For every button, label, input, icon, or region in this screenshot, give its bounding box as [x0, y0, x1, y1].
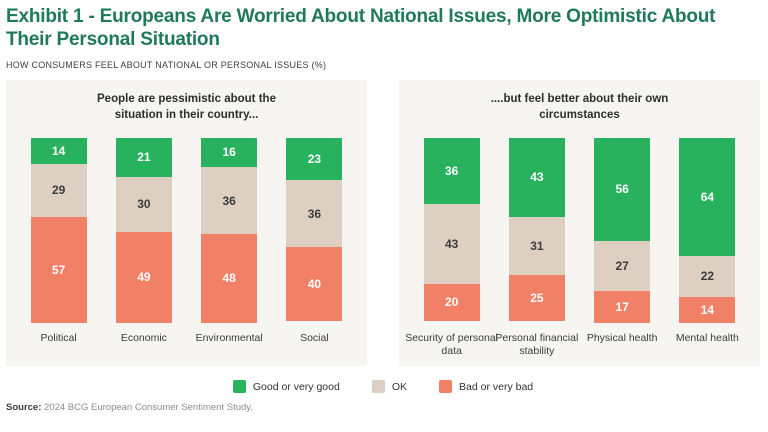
bars: 36 43 20 Security of personal data 43 31 25 Per…: [399, 137, 760, 359]
stacked-bar: 56 27 17: [594, 137, 651, 323]
stacked-bar: 64 22 14: [679, 137, 736, 323]
bar-category-label: Personal financial stability: [495, 331, 579, 358]
bar-group: 21 30 49 Economic: [104, 137, 184, 346]
stacked-bar: 36 43 20: [423, 137, 480, 323]
bar-category-label: Mental health: [675, 331, 739, 344]
legend-item: OK: [371, 380, 407, 394]
bar-segment: 30: [115, 176, 172, 233]
legend-label: OK: [391, 380, 407, 393]
bar-segment: 22: [679, 256, 736, 297]
stacked-bar: 23 36 40: [286, 137, 343, 323]
bar-category-label: Security of personal data: [405, 331, 499, 358]
bar-segment: 64: [679, 137, 736, 257]
legend-label: Bad or very bad: [459, 380, 534, 393]
bar-group: 14 29 57 Political: [19, 137, 99, 346]
bar-group: 23 36 40 Social: [274, 137, 354, 346]
legend-swatch-icon: [439, 380, 452, 394]
bar-segment: 36: [423, 137, 480, 205]
legend-label: Good or very good: [252, 380, 340, 393]
stacked-bar: 14 29 57: [30, 137, 87, 323]
bar-segment: 36: [201, 167, 258, 234]
bar-segment: 29: [30, 163, 87, 218]
chart-panels: People are pessimistic about the situati…: [6, 80, 760, 367]
bar-group: 36 43 20 Security of personal data: [405, 137, 498, 359]
bar-group: 16 36 48 Environmental: [189, 137, 269, 346]
legend-item: Good or very good: [232, 380, 340, 394]
bar-segment: 49: [115, 232, 172, 323]
bar-segment: 17: [594, 291, 651, 323]
chart-panel-national: People are pessimistic about the situati…: [6, 80, 367, 367]
bar-category-label: Social: [300, 331, 329, 344]
panel-title: ....but feel better about their own circ…: [490, 93, 669, 121]
bar-group: 56 27 17 Physical health: [582, 137, 662, 346]
bar-category-label: Political: [40, 331, 77, 344]
bar-group: 43 31 25 Personal financial stability: [495, 137, 578, 359]
bar-segment: 14: [679, 296, 736, 323]
legend: Good or very good OK Bad or very bad: [6, 380, 760, 394]
bar-segment: 25: [508, 274, 565, 321]
source-line: Source: 2024 BCG European Consumer Senti…: [6, 402, 760, 413]
panel-title: People are pessimistic about the situati…: [97, 93, 276, 121]
bar-segment: 14: [30, 137, 87, 164]
stacked-bar: 21 30 49: [115, 137, 172, 323]
bar-segment: 43: [508, 137, 565, 218]
legend-swatch-icon: [371, 380, 385, 394]
bar-segment: 40: [286, 246, 343, 321]
bar-category-label: Environmental: [195, 331, 263, 344]
legend-item: Bad or very bad: [439, 380, 534, 394]
bar-segment: 36: [286, 180, 343, 247]
bar-segment: 48: [201, 233, 258, 323]
bar-segment: 20: [423, 283, 480, 321]
bar-segment: 23: [286, 137, 343, 181]
chart-panel-personal: ....but feel better about their own circ…: [399, 80, 760, 367]
bar-category-label: Economic: [120, 331, 167, 344]
bar-segment: 56: [594, 137, 651, 242]
source-label: Source:: [6, 402, 42, 414]
bar-segment: 31: [508, 217, 565, 275]
exhibit-title: Exhibit 1 - Europeans Are Worried About …: [6, 6, 716, 51]
bar-segment: 27: [594, 241, 651, 292]
bar-segment: 21: [115, 137, 172, 177]
source-text: 2024 BCG European Consumer Sentiment Stu…: [44, 402, 253, 414]
bars: 14 29 57 Political 21 30 49 Economic 16 36 48 Envir…: [6, 137, 367, 346]
legend-swatch-icon: [232, 380, 246, 394]
bar-segment: 57: [30, 217, 87, 323]
exhibit-subtitle: HOW CONSUMERS FEEL ABOUT NATIONAL OR PER…: [6, 60, 327, 71]
bar-category-label: Physical health: [586, 331, 658, 344]
bar-segment: 43: [423, 204, 480, 284]
bar-group: 64 22 14 Mental health: [667, 137, 747, 346]
bar-segment: 16: [201, 137, 258, 168]
stacked-bar: 16 36 48: [201, 137, 258, 323]
stacked-bar: 43 31 25: [508, 137, 565, 323]
